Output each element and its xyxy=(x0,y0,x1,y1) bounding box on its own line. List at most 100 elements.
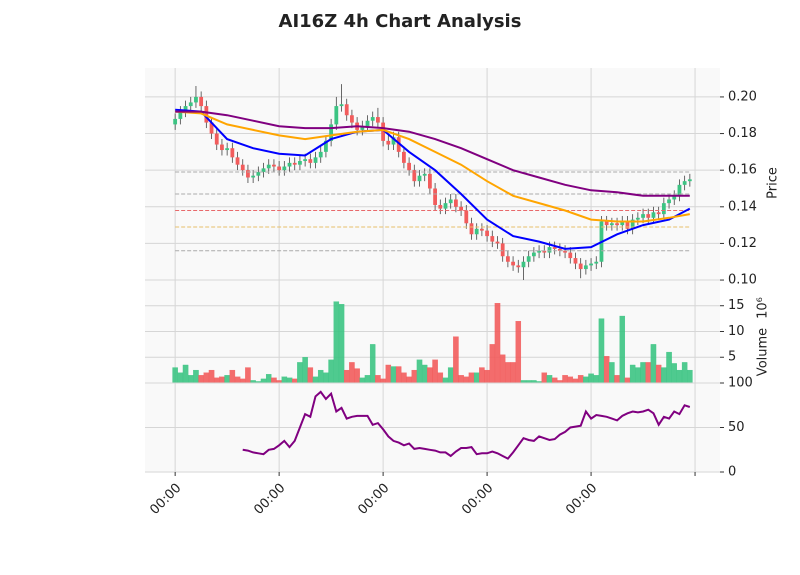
candle-body xyxy=(329,124,334,141)
volume-bar xyxy=(234,376,241,384)
candle-body xyxy=(350,115,354,123)
candle-body xyxy=(651,212,656,218)
volume-bar xyxy=(541,372,548,384)
candle-body xyxy=(448,199,453,204)
volume-bar xyxy=(588,373,594,384)
panel-background xyxy=(145,68,720,298)
x-tick-label: 00:00 xyxy=(355,481,392,518)
candle-body xyxy=(464,210,469,224)
volume-bar xyxy=(484,369,490,384)
volume-bar xyxy=(245,367,251,384)
candle-body xyxy=(240,164,245,171)
candle-body xyxy=(303,159,308,162)
volume-bar xyxy=(489,344,496,384)
y-tick-label: 15 xyxy=(728,298,745,313)
candle-body xyxy=(589,263,593,266)
volume-bar xyxy=(307,367,314,384)
x-tick-label: 00:00 xyxy=(147,481,184,518)
y-tick-label: 0.10 xyxy=(728,273,757,288)
volume-bar xyxy=(281,376,288,384)
volume-bar xyxy=(421,364,428,384)
volume-bar xyxy=(380,378,386,384)
volume-bar xyxy=(203,372,210,384)
candle-body xyxy=(344,104,349,116)
volume-bar xyxy=(505,362,511,384)
volume-bar xyxy=(473,372,480,384)
y-axis-scale: 10⁶ xyxy=(756,297,771,319)
candle-body xyxy=(417,175,422,182)
candle-body xyxy=(687,179,692,182)
moving-average-line xyxy=(175,108,691,250)
x-tick-label: 00:00 xyxy=(563,481,600,518)
volume-bar xyxy=(265,374,272,384)
volume-bar xyxy=(551,377,558,384)
volume-bar xyxy=(598,318,605,384)
y-tick-label: 0.14 xyxy=(728,199,757,214)
candle-body xyxy=(563,250,567,253)
volume-bar xyxy=(177,372,184,384)
candle-body xyxy=(313,157,318,163)
candle-body xyxy=(422,173,427,176)
volume-bar xyxy=(302,357,308,384)
volume-bar xyxy=(406,376,412,384)
candle-body xyxy=(438,204,443,209)
volume-bar xyxy=(364,375,371,384)
volume-bar xyxy=(333,301,340,384)
volume-bar xyxy=(395,366,402,384)
volume-bar xyxy=(609,362,615,384)
candle-body xyxy=(459,206,463,211)
volume-bar xyxy=(198,375,204,384)
candle-body xyxy=(292,162,297,165)
candle-body xyxy=(526,256,531,262)
volume-bar xyxy=(479,367,485,384)
candle-body xyxy=(505,256,510,262)
volume-bar xyxy=(427,367,433,384)
volume-bar xyxy=(437,372,444,384)
volume-bar xyxy=(468,372,475,384)
candle-body xyxy=(677,184,682,196)
volume-bar xyxy=(375,375,381,384)
candle-body xyxy=(365,120,370,127)
volume-bar xyxy=(416,359,423,384)
volume-bar xyxy=(291,378,298,384)
y-axis-label: Price xyxy=(766,167,781,199)
candle-body xyxy=(272,164,276,167)
y-tick-label: 0.18 xyxy=(728,126,757,141)
candle-body xyxy=(370,117,375,121)
candle-body xyxy=(521,261,526,268)
x-tick-label: 00:00 xyxy=(459,481,496,518)
candle-body xyxy=(178,111,183,119)
candle-body xyxy=(568,252,573,259)
candle-body xyxy=(661,203,666,215)
volume-bar xyxy=(193,369,199,384)
volume-bar xyxy=(661,367,667,384)
candle-body xyxy=(220,144,224,151)
volume-bar xyxy=(323,372,329,384)
volume-bar xyxy=(208,369,215,384)
volume-bar xyxy=(401,372,407,384)
candle-body xyxy=(547,247,552,253)
volume-bar xyxy=(458,375,464,384)
volume-bar xyxy=(603,356,610,384)
candle-body xyxy=(552,247,557,249)
candle-body xyxy=(214,133,219,145)
candle-body xyxy=(578,263,583,270)
candle-body xyxy=(495,241,500,244)
volume-bar xyxy=(297,362,303,384)
volume-bar xyxy=(624,377,631,384)
moving-average-line xyxy=(175,110,690,197)
candle-body xyxy=(261,168,266,173)
y-tick-label: 50 xyxy=(728,420,745,435)
moving-average-line xyxy=(175,110,690,223)
volume-bar xyxy=(317,369,324,384)
volume-bar xyxy=(271,377,277,384)
candle-body xyxy=(635,217,640,220)
volume-bar xyxy=(546,375,553,384)
candle-body xyxy=(479,228,484,231)
candle-body xyxy=(199,96,204,107)
volume-bar xyxy=(593,375,600,384)
volume-bar xyxy=(359,377,366,384)
candle-body xyxy=(490,236,495,242)
candle-body xyxy=(542,250,547,253)
